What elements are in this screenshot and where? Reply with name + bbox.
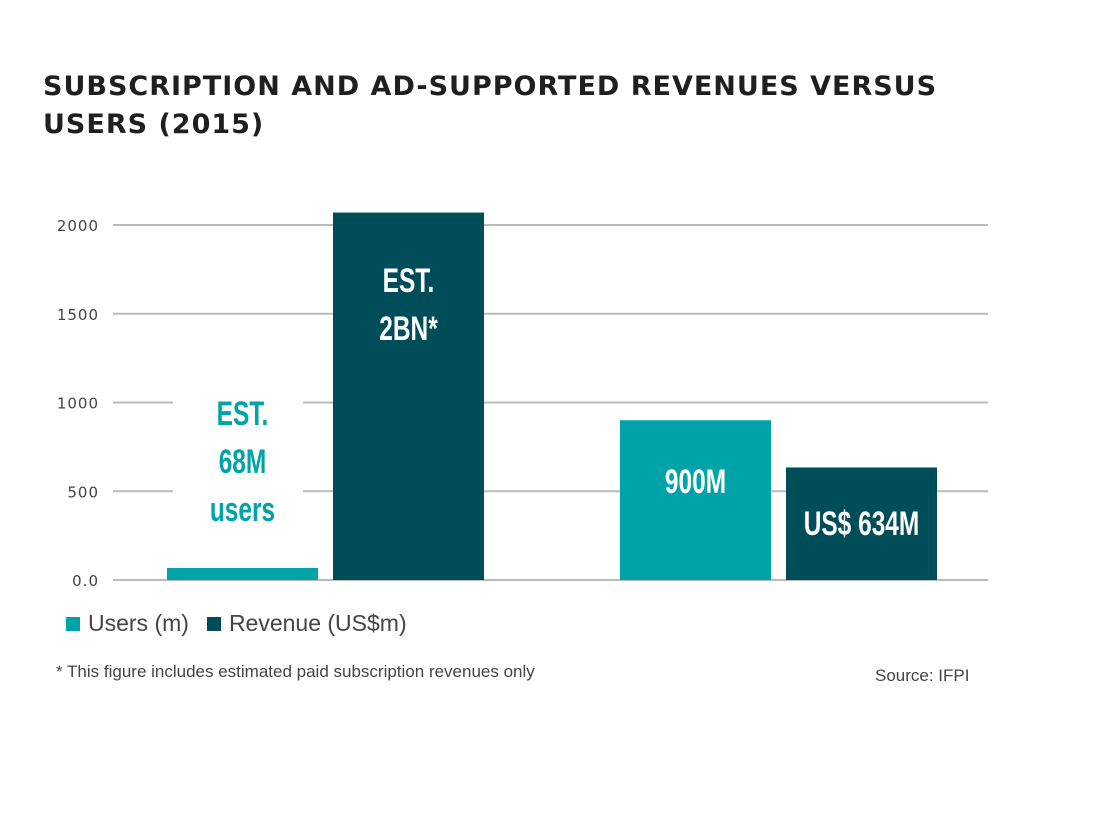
label-background (173, 385, 303, 535)
y-tick-label: 500 (67, 483, 99, 501)
data-label: 2BN* (379, 310, 438, 348)
y-tick-label: 2000 (57, 217, 99, 235)
data-label: 68M (219, 443, 267, 481)
data-label: EST. (383, 262, 435, 300)
legend-label-revenue: Revenue (US$m) (228, 610, 407, 636)
data-label: users (210, 491, 275, 529)
source-note: Source: IFPI (875, 666, 970, 685)
y-tick-label: 1500 (57, 306, 99, 324)
chart-title: SUBSCRIPTION AND AD-SUPPORTED REVENUES V… (43, 71, 938, 140)
data-label: 900M (665, 463, 726, 501)
y-tick-label: 0.0 (72, 572, 99, 590)
y-tick-label: 1000 (57, 395, 99, 413)
bar-revenue (786, 467, 937, 580)
bar-users (620, 420, 771, 580)
legend-label-users: Users (m) (88, 610, 189, 636)
footnote: * This figure includes estimated paid su… (56, 662, 535, 681)
legend-swatch-revenue (206, 616, 221, 631)
legend-swatch-users (66, 616, 80, 631)
data-label: EST. (217, 395, 269, 433)
legend: Users (m) Revenue (US$m) (66, 610, 407, 637)
bar-revenue (333, 212, 484, 580)
bar-users (167, 567, 318, 580)
data-label: US$ 634M (804, 505, 920, 543)
